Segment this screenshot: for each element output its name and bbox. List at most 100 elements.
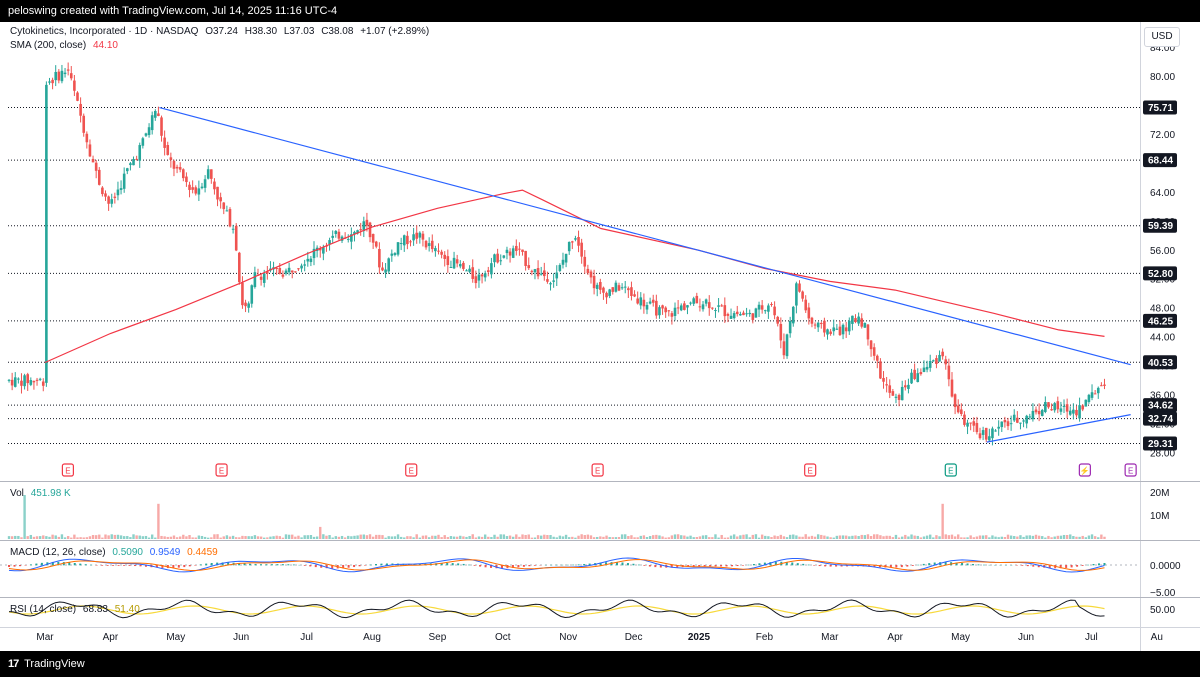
event-marker bbox=[1078, 463, 1091, 477]
macd-histogram-bar bbox=[144, 565, 147, 567]
candle-body bbox=[919, 372, 923, 375]
macd-histogram-bar bbox=[479, 565, 482, 567]
macd-value-2: 0.9549 bbox=[149, 547, 181, 558]
time-tick-label: Apr bbox=[103, 632, 119, 643]
time-tick-label: Nov bbox=[559, 632, 577, 643]
volume-bar bbox=[505, 536, 509, 539]
candle-body bbox=[69, 73, 73, 79]
candle-body bbox=[1062, 405, 1066, 407]
volume-bar bbox=[866, 534, 870, 539]
volume-bar bbox=[546, 535, 549, 539]
candle-body bbox=[829, 331, 832, 334]
volume-bar bbox=[944, 534, 947, 539]
macd-histogram-bar bbox=[1065, 565, 1068, 568]
candle-body bbox=[486, 270, 490, 273]
volume-bar bbox=[667, 537, 670, 539]
volume-bar bbox=[440, 537, 443, 539]
price-level-label: 32.74 bbox=[1148, 414, 1173, 425]
candle-body bbox=[595, 284, 599, 289]
candle-body bbox=[188, 184, 191, 190]
volume-bar bbox=[228, 536, 232, 539]
candle-body bbox=[468, 268, 471, 272]
candle-body bbox=[437, 250, 440, 252]
volume-bar bbox=[371, 536, 375, 539]
volume-bar bbox=[717, 537, 720, 539]
event-marker-glyph: E bbox=[595, 467, 600, 476]
candle-body bbox=[1028, 416, 1032, 418]
candle-body bbox=[1093, 393, 1097, 395]
candle-body bbox=[673, 307, 677, 316]
macd-histogram-bar bbox=[1059, 565, 1062, 569]
macd-histogram-bar bbox=[375, 564, 378, 566]
low-value: L37.03 bbox=[283, 26, 315, 37]
volume-bar bbox=[315, 536, 319, 539]
candle-body bbox=[754, 308, 758, 318]
volume-bar bbox=[113, 534, 117, 539]
event-marker-glyph: E bbox=[808, 467, 813, 476]
macd-histogram-bar bbox=[637, 564, 640, 566]
candle-body bbox=[922, 367, 926, 372]
volume-bar bbox=[85, 537, 89, 539]
macd-histogram-bar bbox=[774, 561, 777, 566]
macd-histogram-bar bbox=[112, 565, 115, 566]
macd-histogram-bar bbox=[73, 562, 76, 566]
macd-histogram-bar bbox=[769, 562, 772, 566]
macd-histogram-bar bbox=[473, 565, 476, 566]
candle-body bbox=[872, 347, 876, 356]
price-level-label: 52.80 bbox=[1148, 269, 1173, 280]
candle-body bbox=[247, 303, 250, 308]
volume-bar bbox=[210, 537, 213, 539]
volume-bar bbox=[1069, 534, 1072, 539]
volume-bar bbox=[848, 536, 851, 539]
macd-histogram-bar bbox=[79, 563, 82, 566]
macd-histogram-bar bbox=[566, 564, 569, 566]
tradingview-logo[interactable]: 17 TradingView bbox=[8, 651, 85, 677]
volume-bar bbox=[182, 534, 185, 539]
candle-body bbox=[32, 381, 36, 383]
event-marker-glyph: E bbox=[65, 467, 70, 476]
candle-body bbox=[530, 270, 534, 272]
candle-body bbox=[122, 173, 126, 189]
volume-bar bbox=[253, 535, 257, 539]
candle-body bbox=[894, 396, 898, 398]
volume-bar bbox=[639, 535, 642, 539]
volume-bar bbox=[135, 535, 138, 539]
macd-histogram-bar bbox=[813, 565, 816, 566]
volume-bar bbox=[689, 535, 692, 539]
volume-bar bbox=[515, 534, 518, 539]
event-marker-glyph: E bbox=[409, 467, 414, 476]
volume-bar bbox=[966, 537, 969, 539]
candle-body bbox=[250, 285, 254, 304]
volume-bar bbox=[527, 534, 530, 539]
macd-tick-label: 0.0000 bbox=[1150, 561, 1181, 572]
volume-bar bbox=[742, 534, 745, 539]
candle-body bbox=[449, 266, 453, 268]
candle-body bbox=[521, 249, 524, 252]
candle-body bbox=[533, 269, 537, 273]
macd-histogram-bar bbox=[966, 563, 969, 566]
volume-bar bbox=[396, 534, 400, 539]
macd-histogram-bar bbox=[824, 565, 827, 567]
macd-histogram-bar bbox=[709, 565, 712, 567]
event-marker-glyph: ⚡ bbox=[1080, 466, 1090, 476]
volume-bar bbox=[1037, 535, 1041, 539]
candle-body bbox=[446, 256, 450, 266]
volume-bar bbox=[23, 495, 26, 539]
candle-body bbox=[502, 255, 506, 258]
candle-body bbox=[23, 375, 26, 387]
candle-body bbox=[119, 188, 123, 190]
volume-bar bbox=[490, 537, 493, 539]
candle-body bbox=[536, 268, 540, 277]
candle-body bbox=[480, 274, 484, 277]
currency-button[interactable]: USD bbox=[1144, 27, 1180, 47]
macd-histogram-bar bbox=[331, 565, 334, 569]
candle-body bbox=[1065, 404, 1069, 412]
candle-body bbox=[153, 110, 157, 118]
time-tick-label: Oct bbox=[495, 632, 511, 643]
candle-body bbox=[290, 270, 294, 273]
candle-body bbox=[1012, 414, 1016, 421]
price-chart[interactable]: 84.0080.0076.0072.0068.0064.0060.0056.00… bbox=[0, 22, 1200, 651]
volume-bar bbox=[340, 535, 344, 539]
volume-bar bbox=[1009, 535, 1013, 539]
macd-histogram-bar bbox=[616, 562, 619, 566]
